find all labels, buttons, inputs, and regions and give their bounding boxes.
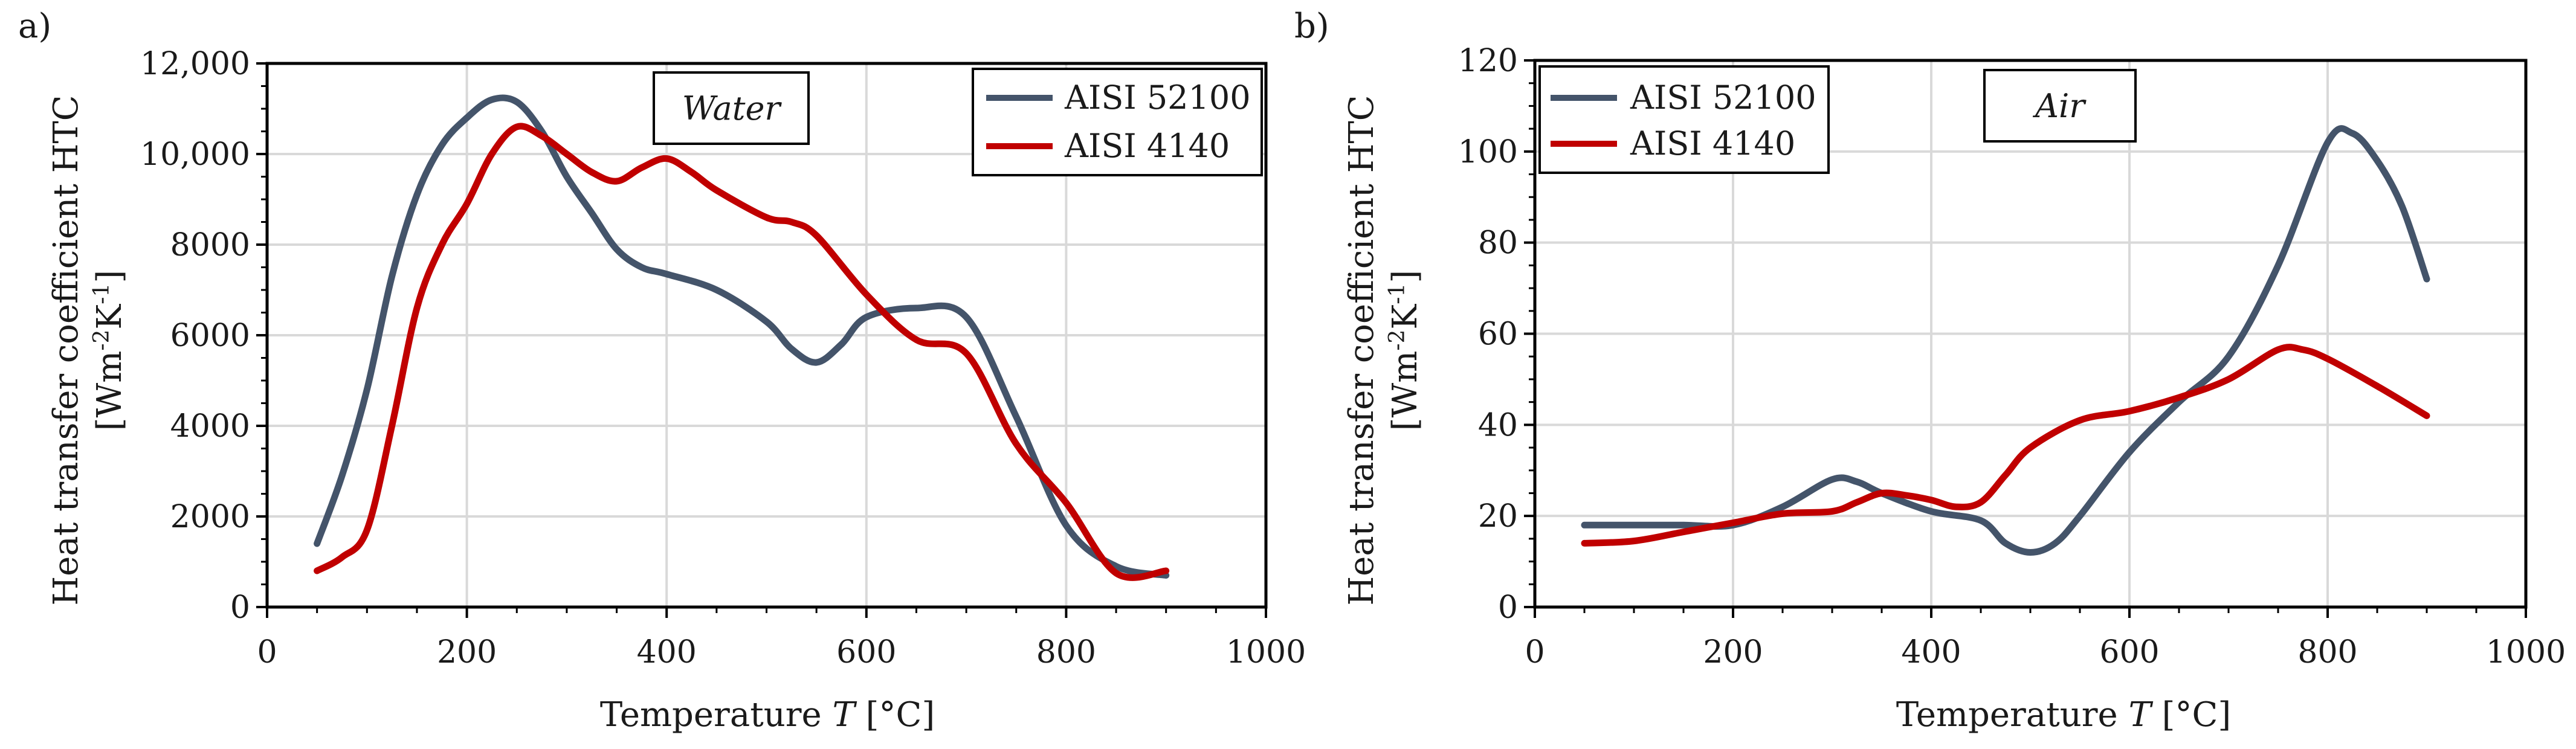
panel-b-series-layer [1581, 125, 2430, 556]
panel-a-annotation-box: Water [653, 71, 810, 145]
panel-b-ytick-label-0: 0 [1498, 590, 1518, 626]
panel-b-x-title-var: T [2128, 695, 2153, 735]
panel-a-series-line-aisi-52100 [314, 94, 1170, 579]
panel-a-x-title-unit: [°C] [855, 695, 935, 735]
panel-b-x-title-main: Temperature [1896, 695, 2129, 735]
panel-b-ytick-label-120: 120 [1458, 43, 1518, 79]
panel-a-xtick-label-800: 800 [1036, 634, 1096, 670]
panel-a-ytick-label-6000: 6000 [170, 318, 250, 354]
panel-a-legend-box [972, 68, 1263, 176]
panel-a-series-line-aisi-4140 [314, 123, 1170, 581]
panel-b-legend-label-52100: AISI 52100 [1630, 79, 1816, 117]
panel-b-ytick-label-100: 100 [1458, 134, 1518, 170]
panel-a-annotation: Water [682, 89, 783, 127]
panel-b-y-unit-exp1: -2 [1385, 330, 1410, 351]
panel-b-y-unit-close: ] [1386, 270, 1425, 283]
panel-b-label: b) [1294, 7, 1329, 46]
panel-a-y-unit-mid: K [90, 304, 129, 330]
panel-a-series-layer [314, 94, 1170, 581]
panel-b-annotation: Air [2032, 87, 2087, 125]
panel-b-x-title-unit: [°C] [2151, 695, 2231, 735]
panel-b-xtick-label-800: 800 [2297, 634, 2357, 670]
panel-a-ytick-label-12000: 12,000 [140, 46, 250, 82]
panel-a-xtick-label-200: 200 [437, 634, 497, 670]
panel-a-y-unit-close: ] [90, 270, 129, 283]
panel-b-y-unit-mid: K [1386, 304, 1425, 330]
panel-a-legend-label-4140: AISI 4140 [1064, 127, 1230, 165]
panel-a-y-unit-exp1: -2 [89, 330, 114, 351]
panel-a-xtick-label-600: 600 [836, 634, 896, 670]
panel-a-y-unit-base: [Wm [90, 351, 129, 431]
panel-b-legend-label-4140: AISI 4140 [1630, 124, 1795, 162]
panel-a-tick-labels: 0 200 400 600 800 1000 0 2000 4000 6000 8000 10,000… [140, 46, 1306, 670]
panel-a-xtick-label-0: 0 [257, 634, 277, 670]
panel-b-xtick-label-600: 600 [2099, 634, 2159, 670]
panel-a-ytick-label-2000: 2000 [170, 499, 250, 535]
panel-a-ytick-label-0: 0 [230, 590, 250, 626]
panel-b-legend-box [1538, 65, 1830, 174]
panel-b-ytick-label-60: 60 [1478, 317, 1518, 353]
panel-b-x-axis-title: Temperature T [°C] [1896, 695, 2231, 735]
panel-a-x-axis-title: Temperature T [°C] [600, 695, 935, 735]
panel-a-x-title-var: T [832, 695, 857, 735]
panel-a-ytick-label-10000: 10,000 [140, 137, 250, 173]
panel-a-xtick-label-400: 400 [637, 634, 697, 670]
panel-a-ytick-label-8000: 8000 [170, 227, 250, 263]
panel-a-axis-ticks [256, 62, 1267, 618]
panel-b-y-unit-base: [Wm [1386, 351, 1425, 431]
panel-b-legend: AISI 52100 AISI 4140 [1538, 65, 1830, 174]
panel-a-annotation-frame [653, 71, 810, 145]
panel-b-ytick-label-40: 40 [1478, 407, 1518, 443]
panel-a-y-axis-title-line2: [Wm-2K-1] [89, 270, 129, 431]
panel-a-ytick-label-4000: 4000 [170, 408, 250, 445]
panel-a-label: a) [18, 7, 51, 46]
chart-panel-a: a) 0 200 400 600 800 1000 0 2000 4000 6000 8000 10,… [18, 7, 1306, 735]
panel-a-legend: AISI 52100 AISI 4140 [972, 68, 1263, 176]
panel-b-ytick-label-20: 20 [1478, 498, 1518, 535]
panel-b-axis-ticks [1524, 59, 2527, 618]
panel-b-xtick-label-200: 200 [1703, 634, 1763, 670]
panel-a-legend-label-52100: AISI 52100 [1064, 79, 1251, 117]
panel-a-y-unit-exp2: -1 [89, 283, 114, 304]
panel-b-annotation-box: Air [1983, 69, 2137, 143]
panel-a-y-axis-title-line1: Heat transfer coefficient HTC [47, 95, 86, 605]
panel-a-xtick-label-1000: 1000 [1226, 634, 1306, 670]
panel-b-y-axis-title-line1: Heat transfer coefficient HTC [1342, 95, 1381, 605]
panel-b-y-unit-exp2: -1 [1385, 283, 1410, 304]
panel-b-xtick-label-0: 0 [1525, 634, 1545, 670]
panel-b-xtick-label-1000: 1000 [2486, 634, 2566, 670]
panel-a-x-title-main: Temperature [600, 695, 833, 735]
panel-b-annotation-frame [1983, 69, 2137, 143]
panel-b-series-line-aisi-4140 [1581, 344, 2430, 547]
panel-b-y-axis-title-line2: [Wm-2K-1] [1385, 270, 1425, 431]
panel-b-tick-labels: 0 200 400 600 800 1000 0 20 40 60 80 100 120 [1458, 43, 2566, 670]
panel-b-xtick-label-400: 400 [1901, 634, 1961, 670]
panel-b-ytick-label-80: 80 [1478, 225, 1518, 262]
